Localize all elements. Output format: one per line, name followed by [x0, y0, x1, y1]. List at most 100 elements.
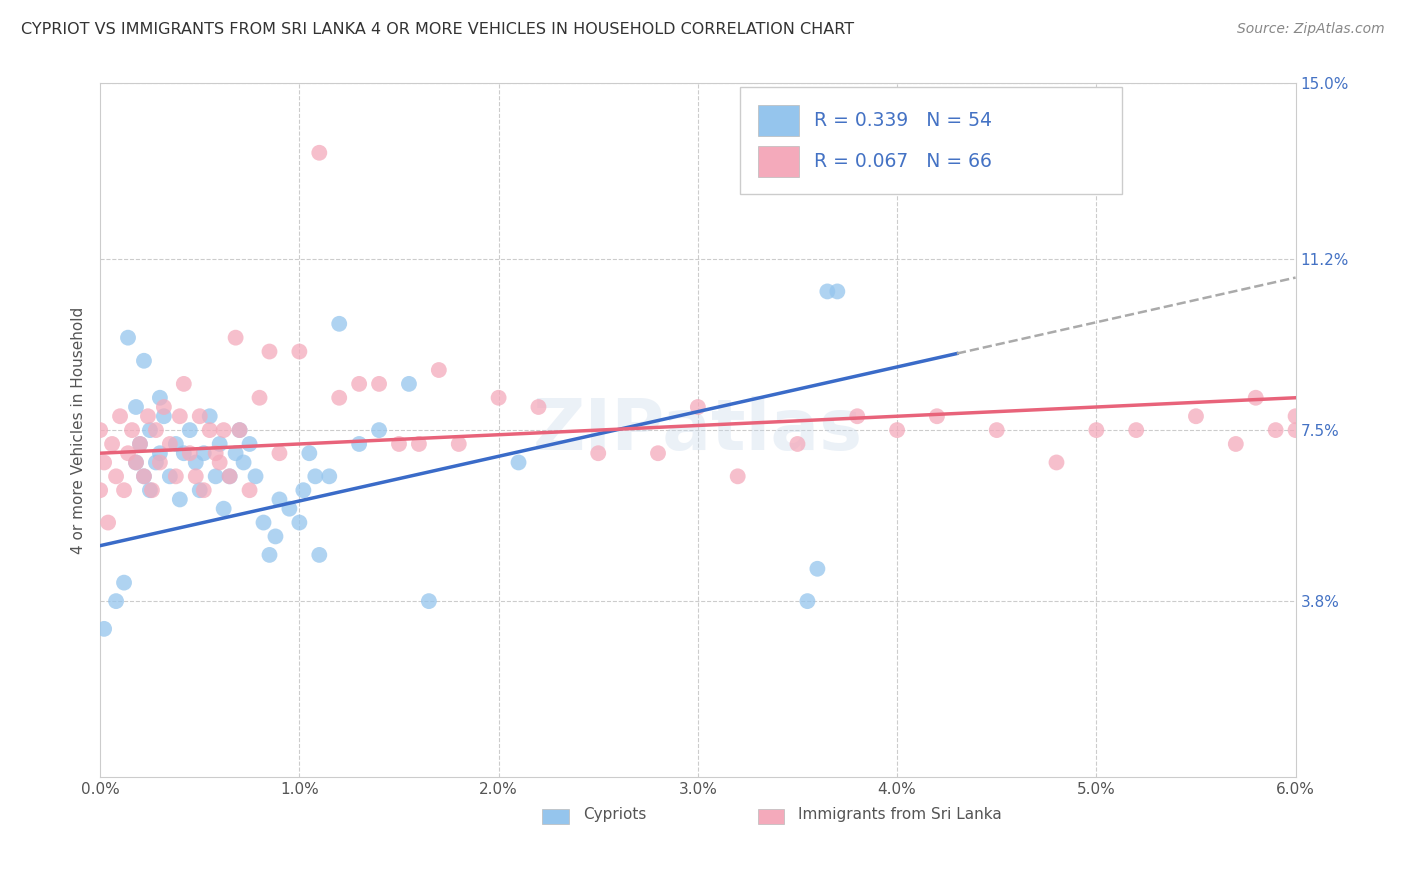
- Point: [269, 492, 291, 507]
- Point: [165, 469, 187, 483]
- Point: [89, 423, 111, 437]
- Point: [347, 376, 370, 391]
- Point: [145, 423, 167, 437]
- Point: [1244, 391, 1267, 405]
- Point: [112, 575, 135, 590]
- Point: [259, 548, 281, 562]
- Point: [796, 594, 818, 608]
- Point: [1284, 423, 1306, 437]
- Point: [1125, 423, 1147, 437]
- Point: [169, 492, 191, 507]
- Point: [368, 376, 391, 391]
- Point: [117, 446, 139, 460]
- Point: [129, 437, 152, 451]
- Point: [198, 409, 221, 424]
- Point: [101, 437, 124, 451]
- Point: [527, 400, 550, 414]
- Point: [925, 409, 948, 424]
- Bar: [543, 809, 569, 824]
- Point: [149, 446, 172, 460]
- Point: [986, 423, 1008, 437]
- Point: [204, 469, 226, 483]
- Point: [249, 391, 271, 405]
- Point: [204, 446, 226, 460]
- Point: [188, 409, 211, 424]
- Point: [132, 353, 155, 368]
- Point: [125, 400, 148, 414]
- Point: [586, 446, 609, 460]
- Point: [232, 455, 254, 469]
- Point: [121, 423, 143, 437]
- Point: [1045, 455, 1067, 469]
- Point: [184, 455, 207, 469]
- Point: [149, 455, 172, 469]
- Point: [159, 469, 181, 483]
- Point: [145, 455, 167, 469]
- Text: R = 0.339   N = 54: R = 0.339 N = 54: [814, 111, 991, 129]
- Point: [93, 622, 115, 636]
- Point: [139, 423, 162, 437]
- Point: [125, 455, 148, 469]
- Point: [288, 344, 311, 359]
- Point: [318, 469, 340, 483]
- Bar: [758, 104, 800, 136]
- Point: [328, 391, 350, 405]
- Point: [228, 423, 250, 437]
- Text: R = 0.067   N = 66: R = 0.067 N = 66: [814, 153, 991, 171]
- Point: [418, 594, 440, 608]
- Point: [398, 376, 420, 391]
- Point: [308, 548, 330, 562]
- Point: [488, 391, 510, 405]
- Point: [292, 483, 315, 498]
- Point: [188, 483, 211, 498]
- Point: [1085, 423, 1108, 437]
- Point: [159, 437, 181, 451]
- Point: [259, 344, 281, 359]
- Point: [153, 409, 176, 424]
- Point: [347, 437, 370, 451]
- Point: [408, 437, 430, 451]
- Point: [179, 446, 201, 460]
- Point: [228, 423, 250, 437]
- Point: [218, 469, 240, 483]
- Point: [136, 409, 159, 424]
- Point: [328, 317, 350, 331]
- Point: [288, 516, 311, 530]
- Point: [112, 483, 135, 498]
- Point: [125, 455, 148, 469]
- Point: [245, 469, 267, 483]
- Point: [141, 483, 163, 498]
- Point: [388, 437, 411, 451]
- Point: [786, 437, 808, 451]
- Point: [212, 501, 235, 516]
- Point: [132, 469, 155, 483]
- Point: [815, 285, 838, 299]
- Point: [827, 285, 849, 299]
- Bar: [758, 146, 800, 178]
- FancyBboxPatch shape: [740, 87, 1122, 194]
- Point: [165, 437, 187, 451]
- Point: [193, 446, 215, 460]
- Point: [806, 562, 828, 576]
- Point: [129, 437, 152, 451]
- Point: [252, 516, 274, 530]
- Text: Source: ZipAtlas.com: Source: ZipAtlas.com: [1237, 22, 1385, 37]
- Point: [225, 446, 247, 460]
- Point: [304, 469, 326, 483]
- Point: [308, 145, 330, 160]
- Point: [447, 437, 470, 451]
- Point: [179, 423, 201, 437]
- Point: [727, 469, 749, 483]
- Point: [269, 446, 291, 460]
- Point: [173, 376, 195, 391]
- Point: [238, 437, 260, 451]
- Point: [1185, 409, 1208, 424]
- Point: [427, 363, 450, 377]
- Point: [225, 331, 247, 345]
- Point: [93, 455, 115, 469]
- Point: [1284, 409, 1306, 424]
- Point: [108, 409, 131, 424]
- Point: [198, 423, 221, 437]
- Point: [208, 437, 231, 451]
- Point: [105, 469, 128, 483]
